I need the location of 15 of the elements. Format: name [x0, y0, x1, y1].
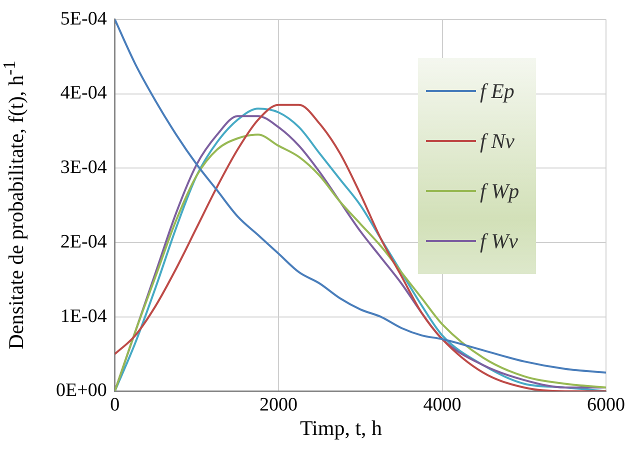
y-tick-label: 5E-04 [60, 8, 108, 30]
legend-label: f Wp [480, 178, 520, 204]
x-axis-title: Timp, t, h [298, 416, 384, 441]
y-tick-label: 1E-04 [60, 306, 108, 327]
y-tick-label: 4E-04 [60, 82, 108, 104]
legend-label: f Ep [480, 78, 514, 104]
x-tick-label: 0 [110, 394, 120, 416]
x-tick-label: 2000 [260, 394, 298, 416]
y-tick-label: 0E+00 [56, 380, 107, 402]
y-tick-label: 3E-04 [60, 157, 108, 178]
legend-label: f Nv [480, 128, 514, 154]
x-tick-label: 6000 [587, 394, 625, 416]
legend-label: f Wv [480, 228, 518, 254]
x-tick-label: 4000 [423, 394, 462, 416]
y-tick-label: 2E-04 [60, 231, 108, 252]
